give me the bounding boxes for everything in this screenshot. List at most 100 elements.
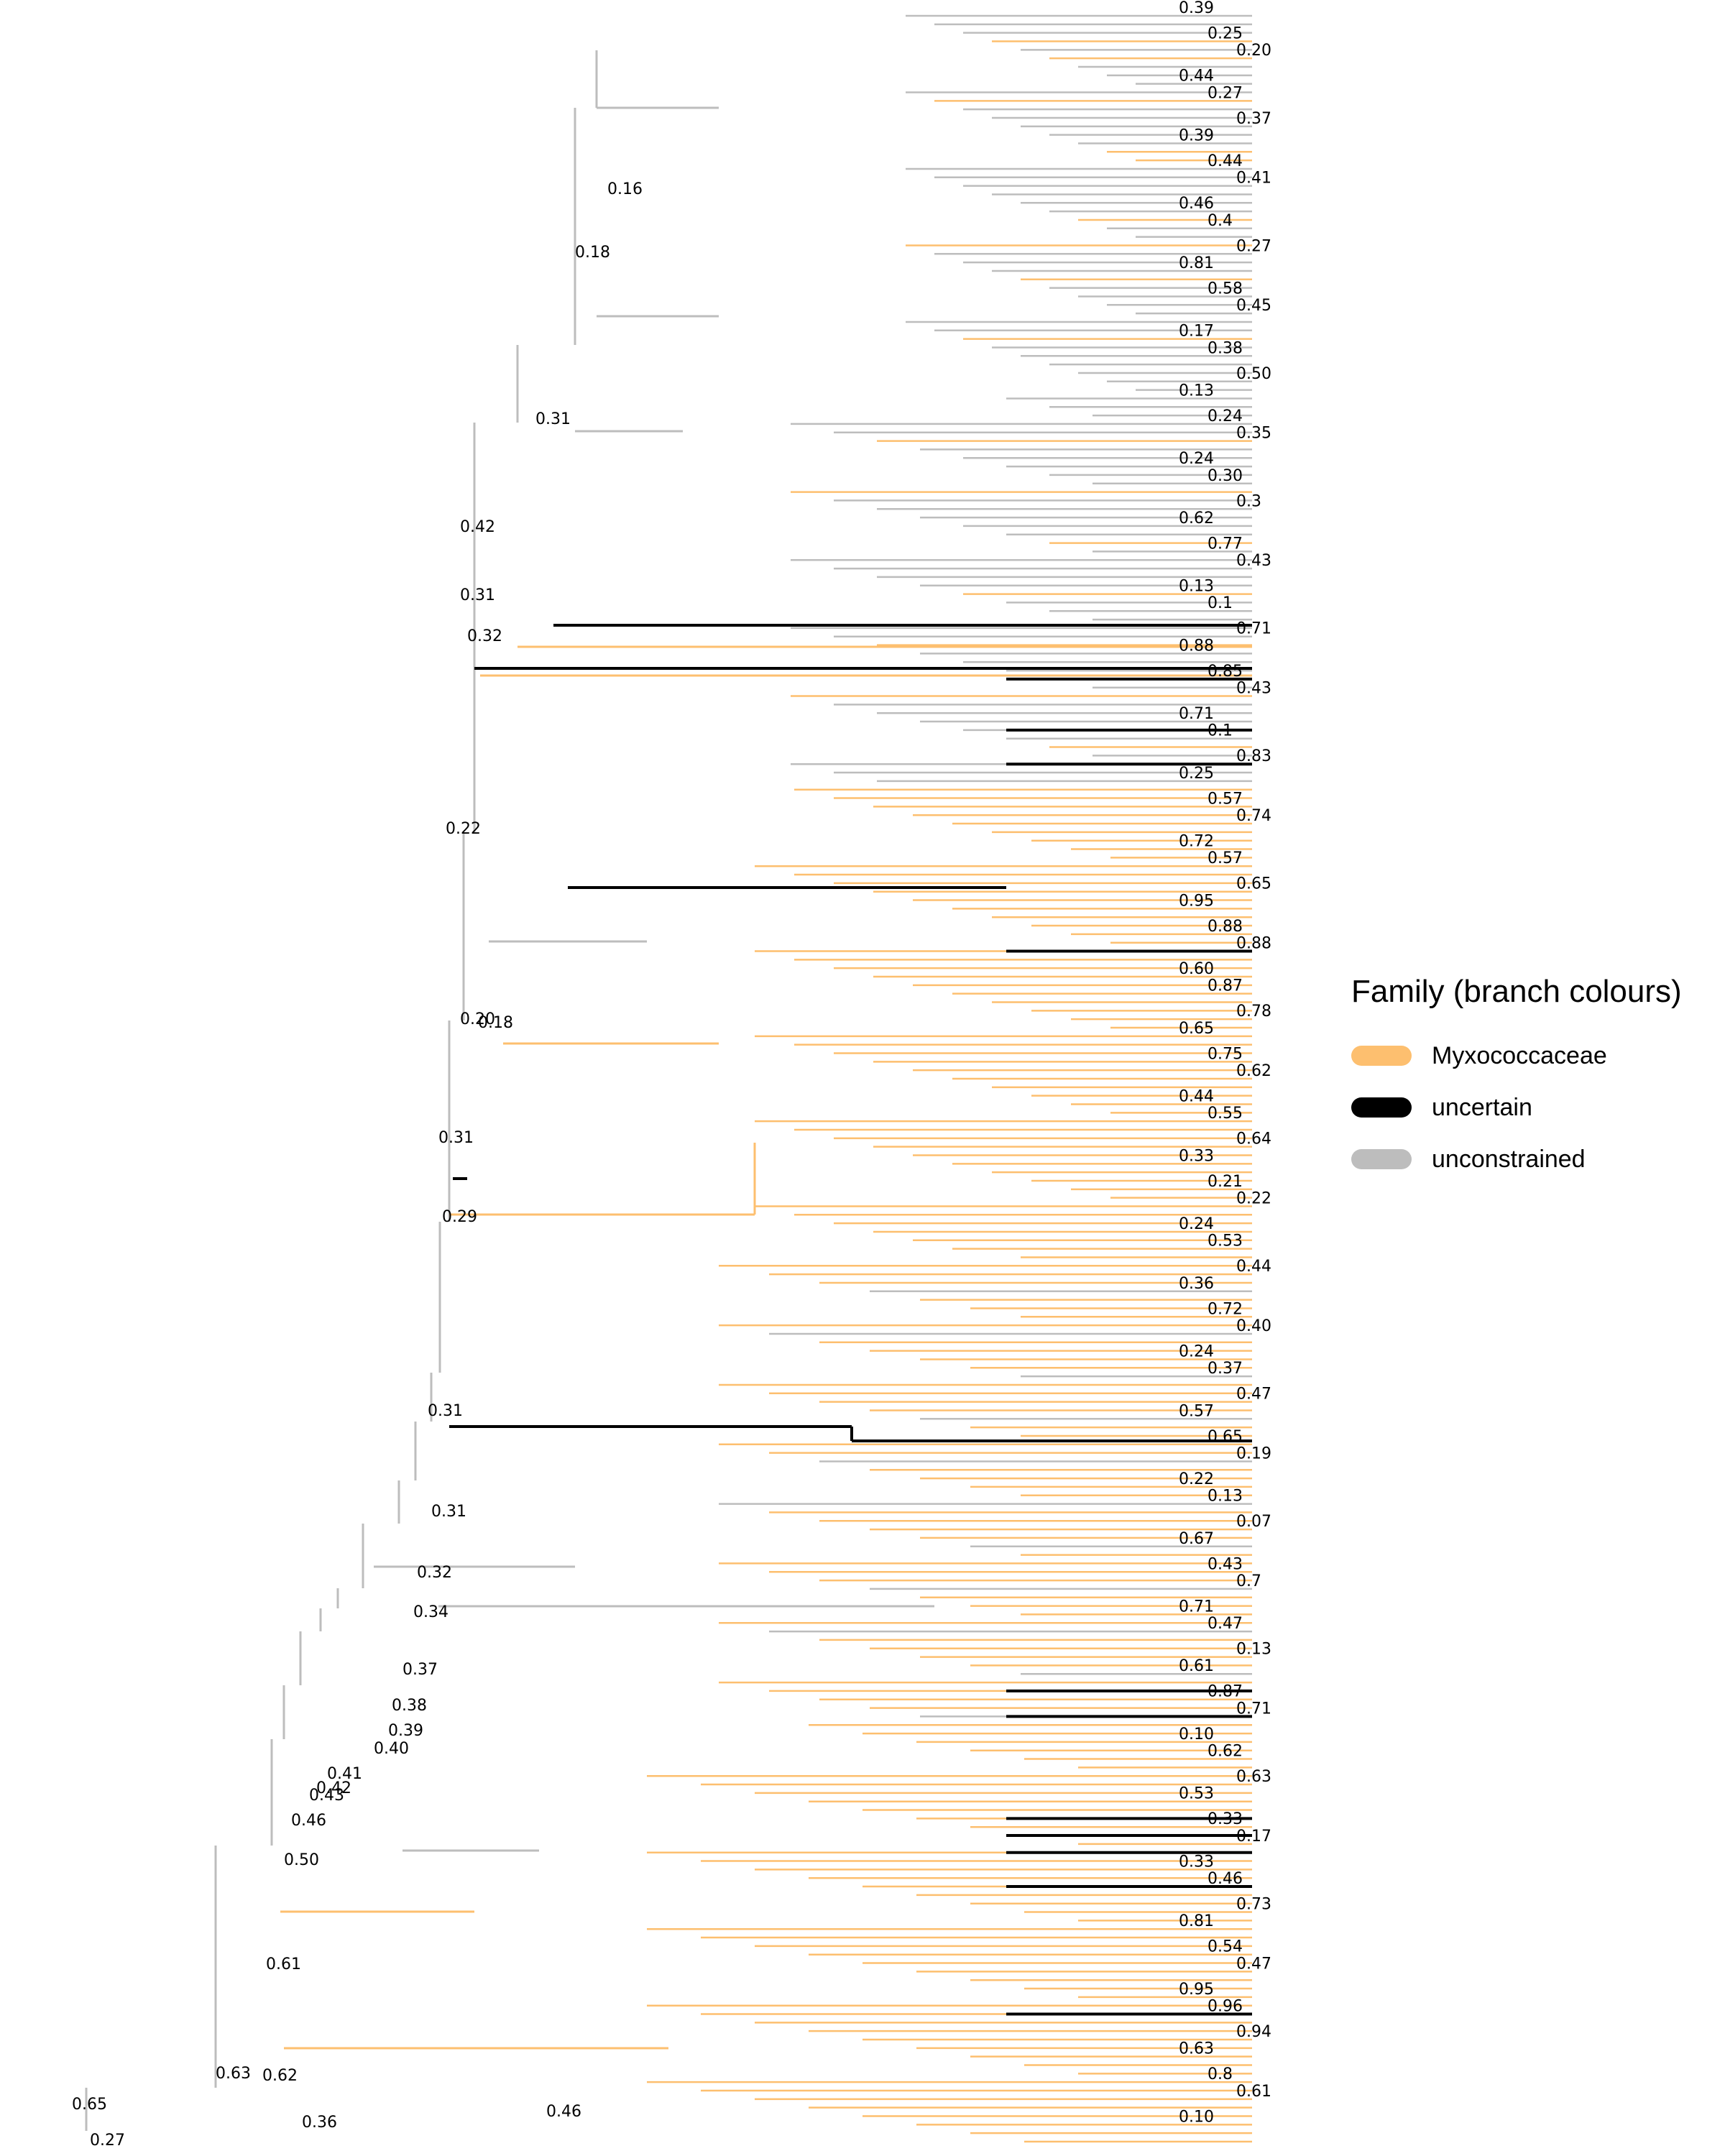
node-support-label: 0.42 bbox=[316, 1779, 351, 1797]
node-support-label: 0.32 bbox=[467, 627, 502, 645]
tip-support-label: 0.22 bbox=[1236, 1189, 1271, 1207]
node-support-label: 0.31 bbox=[535, 410, 571, 428]
legend-key-myxococcaceae bbox=[1351, 1046, 1412, 1066]
tip-support-label: 0.24 bbox=[1179, 1215, 1214, 1233]
tip-support-label: 0.71 bbox=[1179, 1598, 1214, 1616]
tip-support-label: 0.62 bbox=[1208, 1743, 1243, 1761]
node-support-label: 0.22 bbox=[446, 820, 481, 838]
node-support-label: 0.46 bbox=[291, 1812, 326, 1830]
tip-support-label: 0.13 bbox=[1179, 578, 1214, 596]
node-support-label: 0.40 bbox=[374, 1740, 409, 1758]
node-support-label: 0.29 bbox=[442, 1208, 477, 1226]
tip-support-label: 0.7 bbox=[1236, 1572, 1261, 1590]
legend: Family (branch colours) Myxococcaceae un… bbox=[1351, 974, 1711, 1185]
tip-support-label: 0.25 bbox=[1179, 765, 1214, 783]
tip-support-label: 0.20 bbox=[1236, 42, 1271, 60]
node-support-label: 0.37 bbox=[402, 1661, 438, 1679]
tip-support-label: 0.38 bbox=[1208, 339, 1243, 357]
tip-support-label: 0.44 bbox=[1236, 1258, 1271, 1276]
tip-support-label: 0.87 bbox=[1208, 1683, 1243, 1701]
tip-support-label: 0.73 bbox=[1236, 1896, 1271, 1914]
tip-support-label: 0.78 bbox=[1236, 1003, 1271, 1021]
tip-support-label: 0.65 bbox=[1236, 875, 1271, 893]
node-support-label: 0.32 bbox=[417, 1564, 452, 1582]
node-support-label: 0.39 bbox=[388, 1722, 423, 1740]
tip-support-label: 0.81 bbox=[1179, 1912, 1214, 1930]
legend-item-uncertain: uncertain bbox=[1351, 1082, 1711, 1133]
tip-support-label: 0.75 bbox=[1208, 1045, 1243, 1063]
tip-support-label: 0.57 bbox=[1208, 849, 1243, 867]
tip-support-label: 0.33 bbox=[1179, 1853, 1214, 1871]
node-support-label: 0.63 bbox=[216, 2065, 251, 2083]
tip-support-label: 0.94 bbox=[1236, 2023, 1271, 2041]
tip-support-label: 0.1 bbox=[1208, 722, 1233, 740]
node-support-label: 0.43 bbox=[309, 1787, 344, 1805]
tip-support-label: 0.43 bbox=[1208, 1555, 1243, 1573]
node-support-label: 0.50 bbox=[284, 1851, 319, 1869]
tip-support-label: 0.65 bbox=[1179, 1020, 1214, 1038]
tip-support-label: 0.43 bbox=[1236, 552, 1271, 570]
node-support-label: 0.65 bbox=[72, 2096, 107, 2114]
tip-support-label: 0.81 bbox=[1179, 254, 1214, 272]
tip-support-label: 0.19 bbox=[1236, 1445, 1271, 1462]
tip-support-label: 0.63 bbox=[1179, 2040, 1214, 2058]
tip-support-label: 0.47 bbox=[1236, 1386, 1271, 1404]
legend-label-myxococcaceae: Myxococcaceae bbox=[1432, 1041, 1607, 1069]
tip-support-label: 0.88 bbox=[1208, 918, 1243, 936]
tip-support-label: 0.88 bbox=[1236, 935, 1271, 953]
tip-support-label: 0.21 bbox=[1208, 1173, 1243, 1191]
legend-label-unconstrained: unconstrained bbox=[1432, 1145, 1586, 1173]
node-support-label: 0.31 bbox=[460, 586, 495, 604]
node-support-label: 0.61 bbox=[266, 1955, 301, 1973]
node-support-label: 0.31 bbox=[438, 1129, 474, 1147]
legend-label-uncertain: uncertain bbox=[1432, 1093, 1532, 1121]
tip-support-label: 0.27 bbox=[1236, 237, 1271, 255]
tip-support-label: 0.24 bbox=[1179, 1342, 1214, 1360]
tip-support-label: 0.35 bbox=[1236, 425, 1271, 443]
tip-support-label: 0.77 bbox=[1208, 535, 1243, 553]
tip-support-label: 0.44 bbox=[1179, 1087, 1214, 1105]
tip-support-label: 0.62 bbox=[1236, 1062, 1271, 1080]
tip-support-label: 0.64 bbox=[1236, 1130, 1271, 1148]
tip-support-label: 0.96 bbox=[1208, 1998, 1243, 2016]
tip-support-label: 0.24 bbox=[1179, 450, 1214, 468]
tip-support-label: 0.40 bbox=[1236, 1317, 1271, 1335]
node-support-label: 0.62 bbox=[262, 2067, 298, 2085]
tip-support-label: 0.4 bbox=[1208, 212, 1233, 230]
tip-support-label: 0.60 bbox=[1179, 960, 1214, 978]
tip-support-label: 0.54 bbox=[1208, 1938, 1243, 1956]
phylogenetic-tree: 0.65 0.27 0.63 0.36 0.46 0.62 0.61 0.50 0.46 0.43… bbox=[72, 0, 1271, 2150]
tip-support-label: 0.57 bbox=[1179, 1402, 1214, 1420]
tip-support-label: 0.37 bbox=[1208, 1360, 1243, 1378]
tip-support-label: 0.39 bbox=[1179, 126, 1214, 144]
tip-support-label: 0.74 bbox=[1236, 807, 1271, 825]
tip-support-label: 0.13 bbox=[1179, 382, 1214, 400]
tip-support-label: 0.39 bbox=[1179, 0, 1214, 17]
tip-support-label: 0.53 bbox=[1179, 1785, 1214, 1803]
node-support-label: 0.42 bbox=[460, 518, 495, 536]
tip-support-label: 0.1 bbox=[1208, 594, 1233, 612]
tip-support-label: 0.95 bbox=[1179, 1981, 1214, 1999]
tip-support-label: 0.71 bbox=[1236, 1700, 1271, 1718]
node-support-label: 0.18 bbox=[575, 244, 610, 262]
tip-support-label: 0.57 bbox=[1208, 790, 1243, 808]
tip-support-label: 0.47 bbox=[1208, 1615, 1243, 1633]
node-support-label: 0.36 bbox=[302, 2114, 337, 2132]
tip-support-label: 0.61 bbox=[1236, 2083, 1271, 2101]
tip-support-label: 0.10 bbox=[1179, 1726, 1214, 1743]
tip-support-label: 0.10 bbox=[1179, 2108, 1214, 2126]
tip-support-label: 0.72 bbox=[1179, 833, 1214, 851]
tip-support-label: 0.65 bbox=[1208, 1428, 1243, 1446]
tip-support-label: 0.30 bbox=[1208, 467, 1243, 485]
tip-support-label: 0.17 bbox=[1179, 323, 1214, 341]
tip-support-label: 0.88 bbox=[1179, 637, 1214, 655]
tip-support-label: 0.46 bbox=[1208, 1870, 1243, 1888]
node-support-label: 0.27 bbox=[90, 2132, 125, 2150]
tip-support-label: 0.24 bbox=[1208, 407, 1243, 425]
legend-key-unconstrained bbox=[1351, 1149, 1412, 1169]
tip-support-label: 0.07 bbox=[1236, 1513, 1271, 1531]
tip-support-label: 0.13 bbox=[1208, 1488, 1243, 1506]
tip-support-label: 0.33 bbox=[1208, 1810, 1243, 1828]
node-support-label: 0.31 bbox=[431, 1503, 466, 1521]
node-support-label: 0.20 bbox=[460, 1010, 495, 1028]
